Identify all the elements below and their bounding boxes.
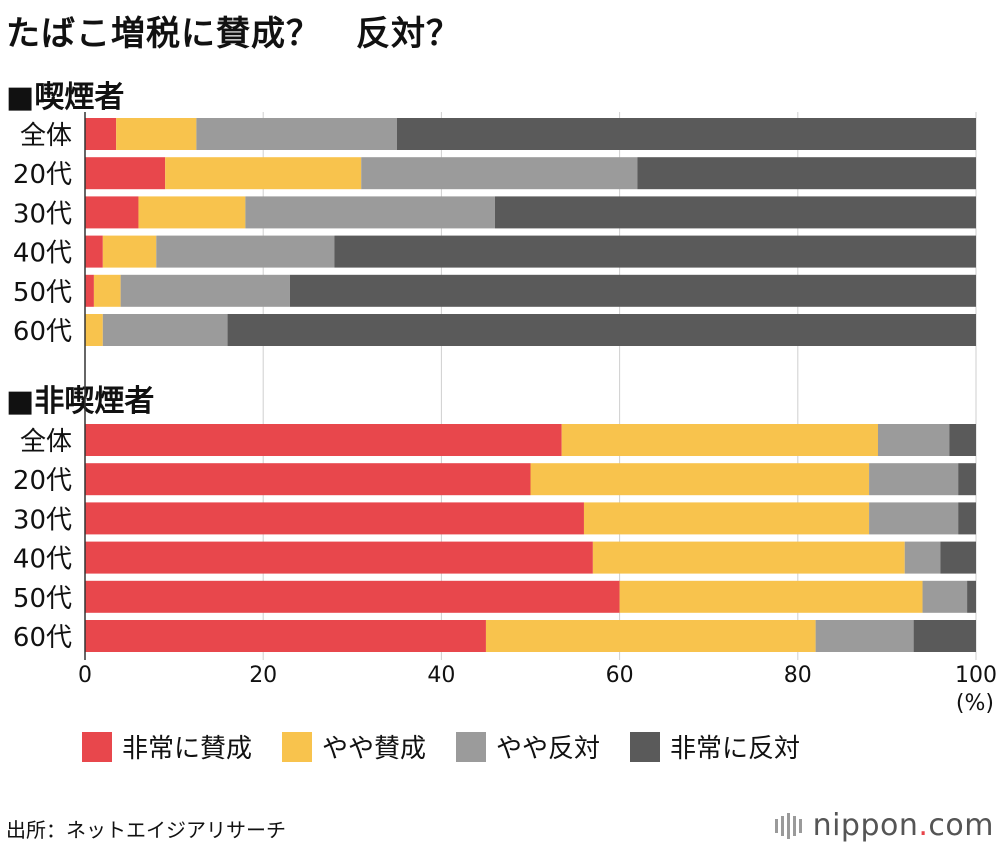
category-label: 全体 xyxy=(20,121,72,151)
legend-swatch-very-agree xyxy=(82,731,112,762)
bar-segment xyxy=(138,196,246,229)
bar-segment xyxy=(156,235,335,268)
x-tick-label: 40 xyxy=(427,663,455,688)
legend-label: やや反対 xyxy=(496,734,601,764)
bar-segment xyxy=(85,502,584,535)
category-label: 60代 xyxy=(13,317,72,347)
bar-segment xyxy=(85,118,117,150)
bar-segment xyxy=(583,502,870,535)
bar-segment xyxy=(619,580,923,613)
x-tick-label: 60 xyxy=(606,663,634,688)
source-note: 出所：ネットエイジアリサーチ xyxy=(6,818,286,842)
section-label-nonsmokers: ■非喫煙者 xyxy=(6,384,155,419)
bar-segment xyxy=(85,620,486,652)
legend-label: 非常に反対 xyxy=(670,734,801,764)
bar-segment xyxy=(913,620,976,652)
bar-segment xyxy=(85,196,139,229)
bar-segment xyxy=(958,502,976,535)
bar-segment xyxy=(815,620,914,652)
brand-text: nippon.com xyxy=(813,808,994,843)
category-label: 30代 xyxy=(13,199,72,229)
legend-item-somewhat-disagree: やや反対 xyxy=(456,728,600,765)
bar-segment xyxy=(289,274,976,307)
category-label: 50代 xyxy=(13,584,72,614)
bar-segment xyxy=(869,502,959,535)
bar-segment xyxy=(227,314,976,346)
bar-segment xyxy=(494,196,976,229)
bar-segment xyxy=(120,274,290,307)
legend-item-very-agree: 非常に賛成 xyxy=(82,728,252,765)
category-label: 全体 xyxy=(20,427,72,457)
bar-segment xyxy=(877,424,950,456)
bar-segment xyxy=(85,580,620,613)
category-label: 60代 xyxy=(13,623,72,653)
brand-suffix: com xyxy=(928,808,994,843)
legend: 非常に賛成 やや賛成 やや反対 非常に反対 xyxy=(82,728,830,765)
bar-segment xyxy=(869,463,959,496)
bar-segment xyxy=(102,235,157,268)
bar-segment xyxy=(530,463,870,496)
legend-item-somewhat-agree: やや賛成 xyxy=(282,728,426,765)
bar-segment xyxy=(165,157,362,190)
bar-segment xyxy=(922,580,968,613)
bar-segment xyxy=(116,118,197,150)
section-label-smokers: ■喫煙者 xyxy=(6,80,125,115)
bar-segment xyxy=(967,580,976,613)
bar-segment xyxy=(85,235,103,268)
bar-segment xyxy=(93,274,121,307)
bar-segment xyxy=(949,424,976,456)
legend-item-very-disagree: 非常に反対 xyxy=(630,728,800,765)
bar-segment xyxy=(592,541,905,574)
legend-label: やや賛成 xyxy=(322,734,427,764)
bar-segment xyxy=(637,157,976,190)
bar-segment xyxy=(85,314,103,346)
bar-segment xyxy=(485,620,816,652)
bar-segment xyxy=(85,463,531,496)
bar-segment xyxy=(85,157,166,190)
category-label: 40代 xyxy=(13,545,72,575)
bar-segment xyxy=(102,314,228,346)
legend-swatch-somewhat-agree xyxy=(282,731,313,762)
x-tick-label: 100 xyxy=(955,663,997,688)
bar-segment xyxy=(334,235,977,268)
bar-segment xyxy=(361,157,638,190)
category-label: 50代 xyxy=(13,278,72,308)
legend-swatch-very-disagree xyxy=(630,731,661,762)
bar-segment xyxy=(196,118,397,150)
bar-segment xyxy=(85,541,593,574)
brand-logo[interactable]: nippon.com xyxy=(774,808,994,843)
legend-label: 非常に賛成 xyxy=(122,734,253,764)
bar-segment xyxy=(958,463,976,496)
category-label: 40代 xyxy=(13,239,72,269)
legend-swatch-somewhat-disagree xyxy=(456,731,487,762)
category-label: 30代 xyxy=(13,505,72,535)
brand-name: nippon xyxy=(812,808,919,843)
category-label: 20代 xyxy=(13,466,72,496)
x-unit-label: (%) xyxy=(956,691,994,716)
category-label: 20代 xyxy=(13,160,72,190)
bar-segment xyxy=(940,541,976,574)
x-tick-label: 80 xyxy=(784,663,812,688)
bar-segment xyxy=(904,541,941,574)
bar-segment xyxy=(396,118,977,150)
bar-segment xyxy=(561,424,878,456)
bar-segment xyxy=(85,274,94,307)
x-tick-label: 0 xyxy=(78,663,92,688)
bar-segment xyxy=(85,424,562,456)
x-tick-label: 20 xyxy=(249,663,277,688)
brand-mark-icon xyxy=(774,812,805,839)
chart-title: たばこ増税に賛成？ 反対？ xyxy=(6,14,461,54)
bar-segment xyxy=(245,196,495,229)
brand-dot: . xyxy=(918,808,929,843)
